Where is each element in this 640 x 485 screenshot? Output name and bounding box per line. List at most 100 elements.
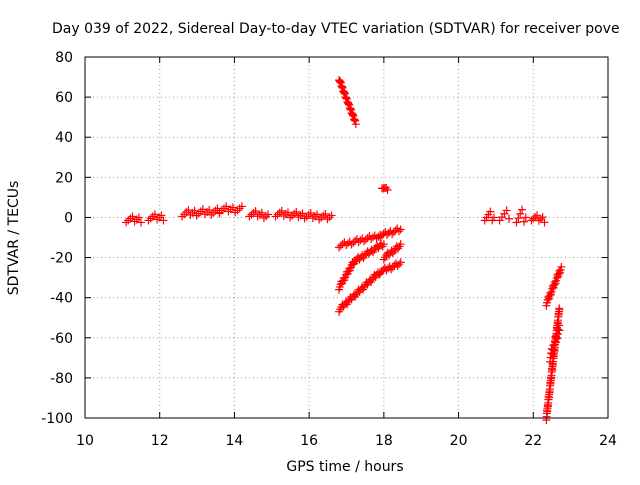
data-point bbox=[395, 260, 404, 269]
data-point bbox=[502, 206, 511, 215]
x-tick-label: 16 bbox=[300, 433, 318, 449]
data-point bbox=[344, 99, 353, 108]
data-point bbox=[341, 93, 350, 102]
data-point bbox=[178, 212, 187, 221]
data-point bbox=[157, 211, 166, 220]
data-point bbox=[205, 205, 214, 214]
data-point bbox=[516, 209, 525, 218]
data-arc bbox=[335, 257, 358, 294]
data-point bbox=[335, 76, 344, 85]
data-point bbox=[134, 213, 143, 222]
data-point bbox=[347, 240, 356, 249]
data-point bbox=[531, 213, 540, 222]
data-point bbox=[351, 120, 360, 129]
data-point bbox=[335, 243, 344, 252]
data-point bbox=[343, 239, 352, 248]
y-tick-label: 20 bbox=[55, 170, 73, 186]
data-points bbox=[122, 76, 566, 425]
data-point bbox=[534, 216, 543, 225]
data-point bbox=[261, 212, 270, 221]
data-point bbox=[349, 238, 358, 247]
data-point bbox=[546, 288, 555, 297]
data-point bbox=[313, 210, 322, 219]
data-point bbox=[273, 210, 282, 219]
data-point bbox=[490, 213, 499, 222]
data-point bbox=[336, 77, 345, 86]
x-tick-labels: 10 12 14 16 18 20 22 24 bbox=[76, 433, 617, 449]
y-tick-labels: -100 -80 -60 -40 -20 0 20 40 60 80 bbox=[41, 50, 73, 427]
x-tick-label: 12 bbox=[151, 433, 169, 449]
data-point bbox=[137, 218, 146, 227]
data-point bbox=[383, 186, 392, 195]
data-arc bbox=[376, 258, 405, 278]
data-point bbox=[527, 216, 536, 225]
data-arc bbox=[271, 206, 336, 224]
data-point bbox=[519, 217, 528, 226]
data-point bbox=[159, 216, 168, 225]
data-point bbox=[557, 262, 566, 271]
data-point bbox=[555, 266, 564, 275]
data-arc bbox=[178, 204, 224, 221]
plot-frame bbox=[84, 56, 609, 419]
data-point bbox=[512, 218, 521, 227]
data-point bbox=[253, 212, 262, 221]
data-point bbox=[536, 214, 545, 223]
data-point bbox=[251, 207, 260, 216]
data-point bbox=[372, 234, 381, 243]
data-point bbox=[222, 202, 231, 211]
x-tick-label: 20 bbox=[450, 433, 468, 449]
axis-ticks bbox=[84, 56, 609, 419]
y-tick-label: -20 bbox=[50, 251, 73, 267]
data-point bbox=[377, 231, 386, 240]
data-arc bbox=[377, 183, 392, 195]
data-point bbox=[321, 209, 330, 218]
data-point bbox=[555, 305, 564, 314]
data-point bbox=[361, 235, 370, 244]
y-tick-label: 0 bbox=[64, 210, 73, 226]
data-point bbox=[533, 211, 542, 220]
data-point bbox=[327, 211, 336, 220]
data-arc bbox=[122, 212, 146, 227]
y-tick-label: 40 bbox=[55, 130, 73, 146]
data-point bbox=[283, 208, 292, 217]
data-point bbox=[338, 82, 347, 91]
data-arc bbox=[376, 224, 405, 242]
data-point bbox=[351, 236, 360, 245]
data-point bbox=[376, 233, 385, 242]
data-point bbox=[379, 240, 388, 249]
y-tick-label: -60 bbox=[50, 331, 73, 347]
data-point bbox=[190, 206, 199, 215]
data-point bbox=[374, 232, 383, 241]
data-point bbox=[198, 205, 207, 214]
data-point bbox=[348, 110, 357, 119]
data-point bbox=[342, 241, 351, 250]
grid bbox=[85, 57, 608, 418]
data-arc bbox=[495, 206, 514, 225]
data-point bbox=[540, 218, 549, 227]
data-arc bbox=[546, 321, 564, 366]
y-tick-label: -100 bbox=[41, 411, 73, 427]
data-point bbox=[521, 213, 530, 222]
data-arc bbox=[379, 240, 405, 264]
data-point bbox=[344, 99, 353, 108]
data-point bbox=[486, 207, 495, 216]
data-point bbox=[346, 105, 355, 114]
y-tick-label: -40 bbox=[50, 291, 73, 307]
data-point bbox=[150, 210, 159, 219]
data-point bbox=[146, 214, 155, 223]
data-point bbox=[257, 208, 266, 217]
data-point bbox=[184, 206, 193, 215]
data-point bbox=[277, 206, 286, 215]
data-arc bbox=[144, 210, 168, 225]
data-point bbox=[340, 88, 349, 97]
data-point bbox=[389, 228, 398, 237]
data-point bbox=[247, 210, 256, 219]
data-point bbox=[122, 218, 131, 227]
data-point bbox=[255, 210, 264, 219]
data-point bbox=[345, 104, 354, 113]
x-tick-label: 18 bbox=[375, 433, 393, 449]
data-point bbox=[396, 258, 405, 267]
y-tick-label: -80 bbox=[50, 371, 73, 387]
